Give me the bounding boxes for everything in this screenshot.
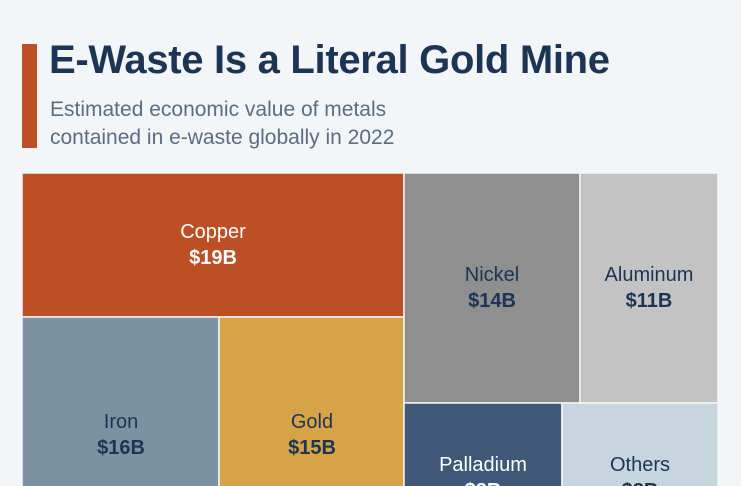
tile-iron bbox=[21, 316, 220, 486]
tile-value-aluminum: $11B bbox=[626, 290, 673, 312]
treemap-tiles: Copper $19B Iron $16B Gold $15B Nickel $14B Alum… bbox=[21, 172, 719, 486]
tile-palladium bbox=[403, 402, 563, 486]
tile-label-palladium: Palladium bbox=[439, 454, 527, 476]
tile-value-others: $8B bbox=[622, 480, 659, 486]
tile-gold bbox=[218, 316, 405, 486]
subtitle-line-1: Estimated economic value of metals bbox=[50, 98, 387, 121]
tile-label-copper: Copper bbox=[180, 221, 246, 243]
tile-others bbox=[561, 402, 719, 486]
tile-value-palladium: $8B bbox=[465, 480, 502, 486]
tile-aluminum bbox=[579, 172, 719, 404]
tile-value-gold: $15B bbox=[288, 437, 336, 459]
page-title: E-Waste Is a Literal Gold Mine bbox=[49, 38, 610, 82]
tile-label-others: Others bbox=[610, 454, 670, 476]
tile-nickel bbox=[403, 172, 581, 404]
tile-value-nickel: $14B bbox=[468, 290, 516, 312]
subtitle-line-2: contained in e-waste globally in 2022 bbox=[50, 126, 395, 149]
page-subtitle: Estimated economic value of metals conta… bbox=[50, 96, 394, 152]
tile-value-copper: $19B bbox=[189, 247, 237, 269]
title-accent-bar bbox=[22, 44, 37, 148]
tile-label-aluminum: Aluminum bbox=[605, 264, 694, 286]
tile-value-iron: $16B bbox=[97, 437, 145, 459]
tile-label-iron: Iron bbox=[104, 411, 138, 433]
tile-label-nickel: Nickel bbox=[465, 264, 519, 286]
tile-copper bbox=[21, 172, 405, 318]
tile-label-gold: Gold bbox=[291, 411, 333, 433]
